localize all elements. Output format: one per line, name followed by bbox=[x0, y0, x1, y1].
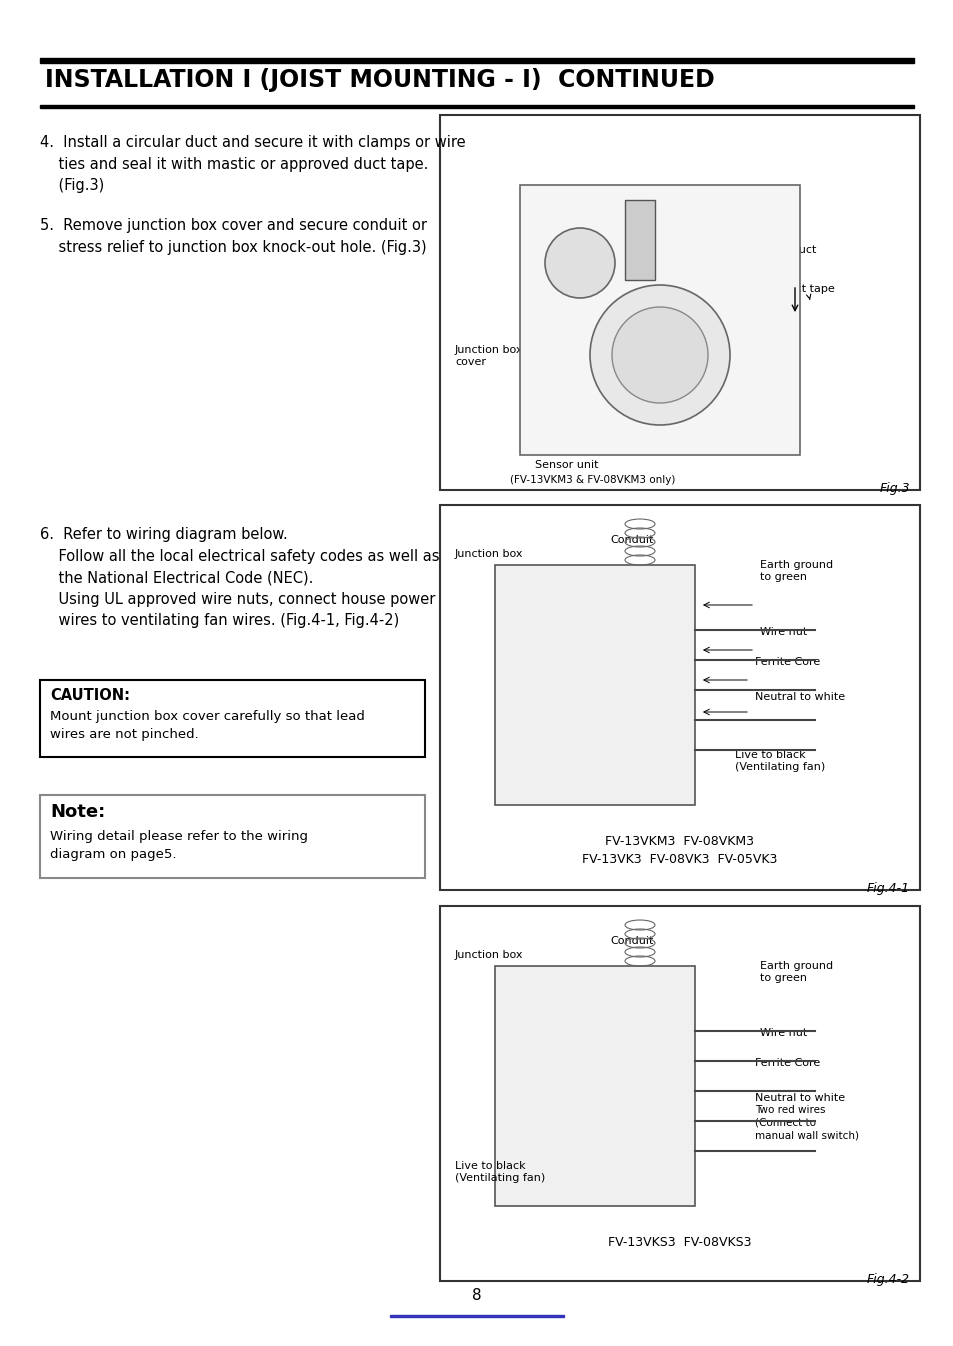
Bar bbox=[40, 58, 913, 63]
Text: Junction box: Junction box bbox=[455, 950, 523, 960]
Text: Earth ground
to green: Earth ground to green bbox=[760, 961, 832, 983]
Text: Ferrite Core: Ferrite Core bbox=[754, 1058, 820, 1067]
Text: Junction box
cover: Junction box cover bbox=[455, 345, 523, 367]
Text: Neutral to white: Neutral to white bbox=[754, 692, 844, 703]
Bar bbox=[40, 105, 913, 108]
Text: 6.  Refer to wiring diagram below.
    Follow all the local electrical safety co: 6. Refer to wiring diagram below. Follow… bbox=[40, 528, 439, 629]
Bar bbox=[519, 184, 800, 455]
Text: Ferrite Core: Ferrite Core bbox=[754, 657, 820, 668]
Bar bbox=[439, 906, 919, 1281]
Text: Fig.4-1: Fig.4-1 bbox=[866, 882, 909, 895]
Text: (FV-13VKM3 & FV-08VKM3 only): (FV-13VKM3 & FV-08VKM3 only) bbox=[510, 475, 675, 485]
Text: Wiring detail please refer to the wiring
diagram on page5.: Wiring detail please refer to the wiring… bbox=[50, 830, 308, 861]
Text: Sensor unit: Sensor unit bbox=[535, 460, 598, 470]
Bar bbox=[439, 114, 919, 490]
Text: Conduit: Conduit bbox=[618, 284, 668, 299]
Text: Two red wires
(Connect to
manual wall switch): Two red wires (Connect to manual wall sw… bbox=[754, 1105, 858, 1140]
Text: FV-13VK3  FV-08VK3  FV-05VK3: FV-13VK3 FV-08VK3 FV-05VK3 bbox=[581, 853, 777, 865]
Text: Wire nut: Wire nut bbox=[760, 1028, 806, 1038]
Text: Fig.3: Fig.3 bbox=[879, 482, 909, 495]
Text: Knock-out hole: Knock-out hole bbox=[618, 252, 723, 271]
Text: Neutral to white: Neutral to white bbox=[754, 1093, 844, 1102]
Text: Wire nut: Wire nut bbox=[760, 627, 806, 637]
Text: 5.  Remove junction box cover and secure conduit or
    stress relief to junctio: 5. Remove junction box cover and secure … bbox=[40, 218, 427, 254]
Text: Duct tape: Duct tape bbox=[780, 284, 834, 300]
Text: Earth ground
to green: Earth ground to green bbox=[760, 560, 832, 581]
Text: FV-13VKM3  FV-08VKM3: FV-13VKM3 FV-08VKM3 bbox=[605, 835, 754, 848]
Text: Mount junction box cover carefully so that lead
wires are not pinched.: Mount junction box cover carefully so th… bbox=[50, 709, 364, 742]
Text: Fig.4-2: Fig.4-2 bbox=[866, 1273, 909, 1285]
Text: Live to black
(Ventilating fan): Live to black (Ventilating fan) bbox=[455, 1160, 545, 1183]
Circle shape bbox=[612, 307, 707, 402]
Bar bbox=[495, 565, 695, 805]
Circle shape bbox=[589, 285, 729, 425]
Bar bbox=[40, 795, 424, 878]
Text: Note:: Note: bbox=[50, 804, 105, 821]
Bar bbox=[390, 1315, 563, 1316]
Bar bbox=[495, 966, 695, 1206]
Text: Conduit: Conduit bbox=[609, 935, 653, 946]
Bar bbox=[624, 201, 655, 280]
Text: 8: 8 bbox=[472, 1288, 481, 1303]
Text: INSTALLATION I (JOIST MOUNTING - I)  CONTINUED: INSTALLATION I (JOIST MOUNTING - I) CONT… bbox=[45, 69, 714, 92]
Bar bbox=[40, 680, 424, 756]
Text: Circular duct: Circular duct bbox=[744, 245, 816, 261]
Circle shape bbox=[544, 227, 615, 297]
Text: 4.  Install a circular duct and secure it with clamps or wire
    ties and seal : 4. Install a circular duct and secure it… bbox=[40, 135, 465, 194]
Text: Live to black
(Ventilating fan): Live to black (Ventilating fan) bbox=[734, 750, 824, 773]
Bar bbox=[439, 505, 919, 890]
Text: FV-13VKS3  FV-08VKS3: FV-13VKS3 FV-08VKS3 bbox=[608, 1236, 751, 1249]
Text: CAUTION:: CAUTION: bbox=[50, 688, 130, 703]
Text: Conduit: Conduit bbox=[609, 534, 653, 545]
Text: Junction box: Junction box bbox=[455, 549, 523, 559]
